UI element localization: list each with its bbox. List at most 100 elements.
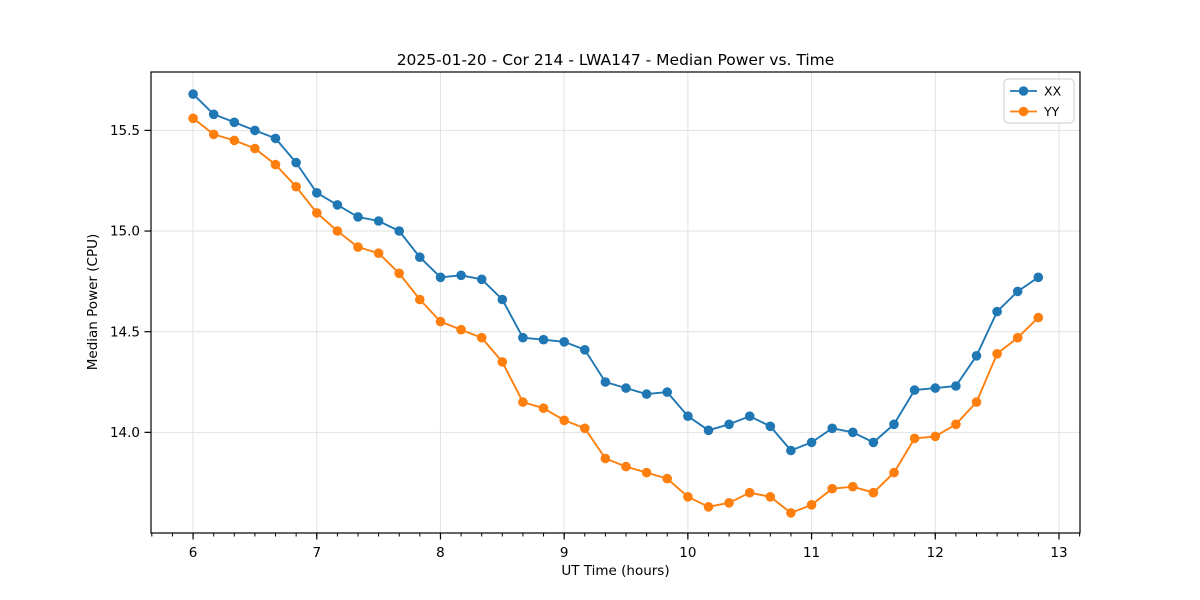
data-point-yy	[744, 487, 755, 498]
data-point-xx	[703, 425, 714, 436]
data-point-yy	[868, 487, 879, 498]
data-point-xx	[868, 437, 879, 448]
data-point-xx	[394, 226, 405, 236]
data-point-xx	[559, 337, 569, 347]
legend-label-yy: YY	[1043, 104, 1060, 119]
axes-spines	[150, 71, 1081, 534]
data-point-yy	[724, 498, 734, 508]
data-point-xx	[992, 306, 1002, 317]
data-point-xx	[270, 133, 281, 144]
legend-box	[1003, 78, 1075, 124]
data-point-yy	[786, 508, 796, 518]
y-tick-label: 14.5	[110, 324, 140, 340]
data-point-xx	[312, 188, 322, 198]
data-point-yy	[765, 492, 776, 502]
data-point-xx	[662, 387, 672, 397]
data-point-xx	[250, 125, 260, 136]
data-point-yy	[951, 419, 961, 430]
data-point-xx	[580, 345, 590, 355]
data-point-xx	[744, 411, 755, 422]
data-point-yy	[270, 159, 281, 170]
y-tick-label: 15.0	[110, 224, 140, 240]
data-point-xx	[621, 383, 631, 393]
data-point-yy	[848, 481, 858, 492]
data-point-xx	[930, 383, 941, 393]
data-point-yy	[353, 242, 363, 252]
data-point-xx	[497, 294, 508, 305]
legend-entry-yy: YY	[1010, 104, 1060, 119]
data-point-xx	[889, 419, 899, 430]
series-line-yy	[192, 117, 1039, 514]
data-point-yy	[250, 143, 260, 154]
data-point-yy	[332, 226, 343, 236]
data-point-xx	[373, 216, 384, 226]
data-point-xx	[683, 411, 693, 422]
data-point-xx	[724, 419, 734, 430]
data-point-yy	[394, 268, 405, 279]
data-point-xx	[435, 272, 446, 283]
data-point-yy	[497, 357, 508, 367]
data-point-xx	[641, 389, 652, 399]
data-point-yy	[559, 415, 569, 426]
data-point-yy	[930, 431, 941, 442]
y-tick-label: 15.5	[110, 123, 140, 139]
data-point-xx	[518, 332, 528, 343]
legend-marker-xx	[1018, 86, 1029, 96]
legend-entry-xx: XX	[1010, 84, 1062, 99]
data-point-yy	[600, 453, 611, 464]
data-point-yy	[538, 403, 549, 414]
data-point-xx	[600, 377, 611, 387]
y-tick-label: 14.0	[110, 425, 140, 441]
data-point-xx	[951, 381, 961, 391]
data-point-yy	[580, 423, 590, 434]
data-point-yy	[373, 248, 384, 258]
data-point-xx	[806, 437, 817, 448]
data-point-yy	[291, 181, 301, 192]
data-point-yy	[208, 129, 219, 140]
data-point-yy	[703, 502, 714, 512]
data-point-yy	[662, 473, 672, 484]
x-tick-label: 12	[927, 545, 944, 561]
data-point-yy	[188, 113, 198, 124]
data-point-yy	[312, 208, 322, 218]
data-point-xx	[827, 423, 837, 434]
data-point-xx	[353, 212, 363, 222]
plot-area: 6 7 8 9 10 11 12 13 14.0 14.5 15.0 15.5	[110, 71, 1081, 561]
data-point-xx	[1033, 272, 1044, 283]
data-point-yy	[621, 461, 631, 472]
data-point-yy	[229, 135, 240, 146]
data-point-xx	[291, 157, 301, 168]
x-tick-label: 13	[1050, 545, 1067, 561]
chart-title: 2025-01-20 - Cor 214 - LWA147 - Median P…	[397, 51, 835, 69]
legend-marker-yy	[1018, 106, 1029, 117]
x-tick-label: 7	[312, 545, 321, 561]
x-tick-label: 11	[803, 545, 820, 561]
data-point-xx	[456, 270, 466, 281]
data-point-xx	[229, 117, 240, 128]
x-tick-label: 6	[189, 545, 198, 561]
data-point-xx	[538, 334, 549, 345]
data-point-yy	[889, 467, 899, 478]
data-point-yy	[1033, 312, 1044, 323]
x-tick-label: 9	[560, 545, 569, 561]
data-point-xx	[208, 109, 219, 120]
data-point-yy	[827, 483, 837, 494]
series-yy	[188, 113, 1044, 518]
x-tick-label: 10	[679, 545, 696, 561]
y-axis-ticks: 14.0 14.5 15.0 15.5	[110, 123, 151, 441]
data-point-yy	[435, 316, 446, 327]
series-line-xx	[192, 93, 1039, 452]
series-xx	[188, 89, 1044, 456]
gridlines	[151, 72, 1080, 533]
x-axis-ticks: 6 7 8 9 10 11 12 13	[151, 533, 1081, 561]
data-point-xx	[786, 445, 796, 456]
data-point-xx	[476, 274, 487, 285]
data-point-yy	[518, 397, 528, 407]
data-point-yy	[683, 492, 693, 502]
y-axis-label: Median Power (CPU)	[85, 234, 101, 370]
data-point-xx	[188, 89, 198, 99]
data-point-yy	[992, 349, 1002, 359]
x-tick-label: 8	[436, 545, 445, 561]
